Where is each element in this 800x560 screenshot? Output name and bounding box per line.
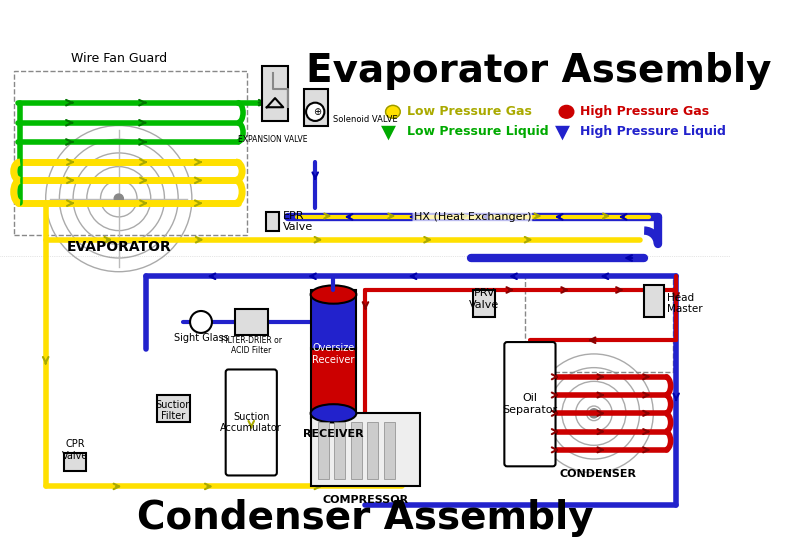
Text: COMPRESSOR: COMPRESSOR	[322, 495, 409, 505]
Ellipse shape	[310, 286, 356, 304]
Bar	[310, 413, 420, 487]
Text: Oversize
Receiver: Oversize Receiver	[312, 343, 354, 365]
Text: Oil
Separator: Oil Separator	[502, 393, 558, 415]
Text: Solenoid VALVE: Solenoid VALVE	[334, 115, 398, 124]
Text: CPR
Valve: CPR Valve	[62, 439, 88, 461]
Bar	[310, 348, 356, 418]
Text: EVAPORATOR: EVAPORATOR	[66, 240, 171, 254]
FancyBboxPatch shape	[504, 342, 555, 466]
Text: CONDENSER: CONDENSER	[560, 469, 637, 479]
Bar	[266, 212, 278, 231]
Text: High Pressure Gas: High Pressure Gas	[580, 105, 710, 118]
Ellipse shape	[559, 105, 574, 118]
Text: Head
Master: Head Master	[667, 293, 702, 315]
Text: Sight Glass: Sight Glass	[174, 333, 228, 343]
Text: Low Pressure Gas: Low Pressure Gas	[406, 105, 531, 118]
Ellipse shape	[310, 404, 356, 422]
Text: Condenser Assembly: Condenser Assembly	[137, 500, 594, 538]
Text: PRV
Valve: PRV Valve	[469, 288, 499, 310]
FancyBboxPatch shape	[226, 370, 277, 475]
Bar	[334, 422, 346, 479]
Text: High Pressure Liquid: High Pressure Liquid	[580, 125, 726, 138]
Circle shape	[306, 102, 324, 121]
Text: ▼: ▼	[555, 123, 570, 142]
Text: Evaporator Assembly: Evaporator Assembly	[306, 52, 772, 90]
Bar	[318, 422, 329, 479]
Text: HX (Heat Exchanger): HX (Heat Exchanger)	[414, 212, 531, 222]
Circle shape	[114, 194, 123, 203]
Text: Suction
Accumulator: Suction Accumulator	[220, 412, 282, 433]
Bar	[526, 276, 674, 372]
Bar	[235, 309, 268, 335]
Bar	[351, 422, 362, 479]
Bar	[157, 395, 190, 422]
Circle shape	[590, 409, 598, 418]
Bar	[384, 422, 394, 479]
Bar	[644, 286, 664, 318]
Text: Wire Fan Guard: Wire Fan Guard	[70, 52, 167, 66]
Text: Low Pressure Liquid: Low Pressure Liquid	[406, 125, 548, 138]
Bar	[14, 71, 246, 235]
Text: Suction
Filter: Suction Filter	[155, 400, 192, 421]
Bar	[310, 290, 356, 349]
Ellipse shape	[386, 105, 400, 118]
Text: EPR
Valve: EPR Valve	[283, 211, 314, 232]
Bar	[64, 452, 86, 471]
Text: EXPANSION VALVE: EXPANSION VALVE	[238, 135, 308, 144]
Text: ⊕: ⊕	[313, 107, 321, 117]
Circle shape	[190, 311, 212, 333]
Text: RECEIVER: RECEIVER	[303, 430, 364, 440]
Bar	[474, 290, 495, 318]
Bar	[367, 422, 378, 479]
Bar	[304, 89, 328, 125]
Text: FILTER-DRIER or
ACID Filter: FILTER-DRIER or ACID Filter	[221, 336, 282, 356]
Bar	[262, 66, 288, 121]
Text: ▼: ▼	[381, 123, 396, 142]
